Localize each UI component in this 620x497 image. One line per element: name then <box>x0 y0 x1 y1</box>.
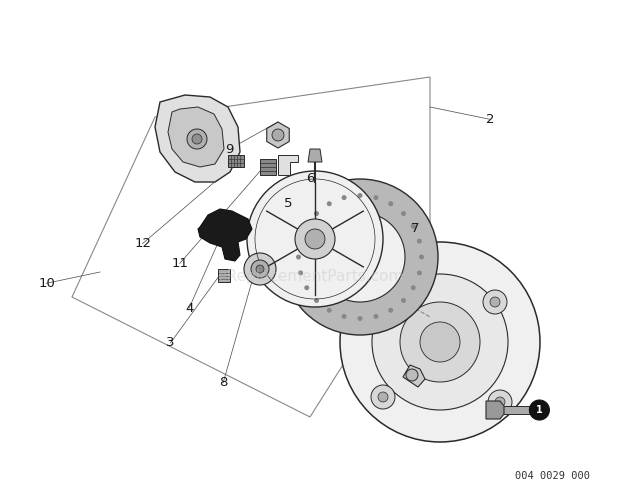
Text: 4: 4 <box>185 302 193 315</box>
Circle shape <box>327 308 332 313</box>
Circle shape <box>244 253 276 285</box>
Circle shape <box>388 308 393 313</box>
Circle shape <box>314 211 319 216</box>
Polygon shape <box>403 365 425 387</box>
Circle shape <box>340 242 540 442</box>
Circle shape <box>304 224 309 229</box>
Circle shape <box>378 290 402 314</box>
Circle shape <box>490 297 500 307</box>
Circle shape <box>388 201 393 206</box>
Text: 3: 3 <box>166 336 175 349</box>
Circle shape <box>411 224 416 229</box>
Circle shape <box>372 274 508 410</box>
Text: 5: 5 <box>284 197 293 210</box>
Polygon shape <box>278 155 298 175</box>
Text: 10: 10 <box>38 277 55 290</box>
Circle shape <box>256 265 264 273</box>
Circle shape <box>342 195 347 200</box>
Text: 7: 7 <box>411 222 420 235</box>
Circle shape <box>373 314 378 319</box>
Circle shape <box>342 314 347 319</box>
Text: eReplacementParts.com: eReplacementParts.com <box>217 269 403 284</box>
Circle shape <box>305 229 325 249</box>
Text: 12: 12 <box>134 237 151 250</box>
Circle shape <box>401 211 406 216</box>
Polygon shape <box>260 159 276 175</box>
Circle shape <box>529 400 549 420</box>
Circle shape <box>298 270 303 275</box>
Circle shape <box>272 129 284 141</box>
Text: 11: 11 <box>171 257 188 270</box>
Circle shape <box>495 397 505 407</box>
Circle shape <box>296 254 301 259</box>
Circle shape <box>298 239 303 244</box>
Circle shape <box>400 302 480 382</box>
Circle shape <box>304 285 309 290</box>
Circle shape <box>417 270 422 275</box>
Circle shape <box>358 193 363 198</box>
Circle shape <box>411 285 416 290</box>
Circle shape <box>373 195 378 200</box>
Circle shape <box>187 129 207 149</box>
Text: 6: 6 <box>306 172 314 185</box>
Circle shape <box>419 254 424 259</box>
Circle shape <box>247 171 383 307</box>
Circle shape <box>314 298 319 303</box>
Text: 9: 9 <box>225 143 234 156</box>
Circle shape <box>417 239 422 244</box>
Circle shape <box>385 297 395 307</box>
Polygon shape <box>486 401 504 419</box>
Polygon shape <box>308 149 322 162</box>
Circle shape <box>401 298 406 303</box>
Text: 004 0029 000: 004 0029 000 <box>515 471 590 481</box>
Circle shape <box>371 385 395 409</box>
Polygon shape <box>155 95 240 182</box>
Polygon shape <box>228 155 244 167</box>
Circle shape <box>483 290 507 314</box>
Polygon shape <box>490 406 532 414</box>
Polygon shape <box>198 209 252 261</box>
Circle shape <box>378 392 388 402</box>
Polygon shape <box>365 277 510 417</box>
Text: 1: 1 <box>536 405 542 415</box>
Polygon shape <box>267 122 290 148</box>
Circle shape <box>282 179 438 335</box>
Circle shape <box>406 369 418 381</box>
Circle shape <box>315 212 405 302</box>
Text: 8: 8 <box>219 376 228 389</box>
Circle shape <box>327 201 332 206</box>
Circle shape <box>420 322 460 362</box>
Circle shape <box>295 219 335 259</box>
Text: 2: 2 <box>485 113 494 126</box>
Circle shape <box>192 134 202 144</box>
Circle shape <box>358 316 363 321</box>
Circle shape <box>488 390 512 414</box>
Circle shape <box>251 260 269 278</box>
Polygon shape <box>168 107 224 167</box>
Polygon shape <box>218 269 230 282</box>
